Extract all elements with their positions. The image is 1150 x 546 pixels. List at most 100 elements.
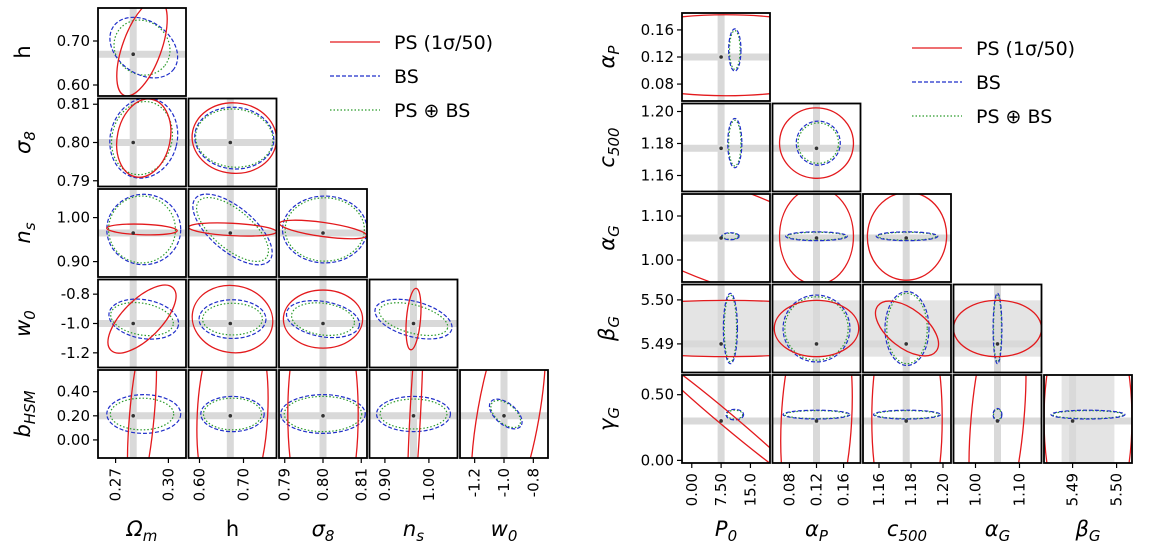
y-tick-label: 1.20 — [641, 103, 674, 121]
panel-frame — [681, 283, 771, 374]
y-axis-label-bHSM: bHSM — [11, 390, 39, 437]
fiducial-point — [502, 414, 506, 418]
panel-left-h-vs-Ωm: 0.60 0.70 — [57, 7, 187, 97]
panel-frame — [97, 369, 187, 459]
panel-content — [682, 103, 770, 192]
contour-ps-bs — [195, 196, 270, 263]
x-tick-label: 0.16 — [835, 473, 853, 506]
contour-bs — [109, 98, 179, 179]
fiducial-point — [321, 321, 325, 326]
panel-frame — [681, 374, 771, 464]
y-axis-label-αP: αP — [595, 45, 623, 69]
contour-ps-bs — [109, 397, 175, 431]
panel-left-σ8-vs-Ωm: 0.79 0.80 0.81 — [57, 95, 187, 190]
panel-content — [863, 375, 951, 463]
legend: PS (1σ/50) BS PS ⊕ BS — [330, 32, 493, 122]
contour-ps — [106, 223, 178, 236]
panel-left-ns-vs-h — [187, 188, 278, 278]
contour-bs — [374, 298, 453, 340]
panel-content — [953, 284, 1042, 373]
panel-frame — [278, 188, 368, 278]
legend-label: PS ⊕ BS — [394, 100, 470, 122]
panel-frame — [952, 283, 1043, 374]
contour-ps — [968, 375, 1027, 463]
x-axis-label-P0: P0 — [715, 517, 737, 545]
contour-ps-bs — [886, 292, 928, 365]
panel-right-γG-vs-c500: 1.16 1.18 1.20 — [862, 374, 952, 506]
contour-ps-bs — [290, 302, 356, 336]
panel-right-c500-vs-αP — [771, 102, 862, 193]
x-tick-label: 0.90 — [376, 468, 394, 501]
contour-bs — [884, 290, 930, 367]
x-tick-label: 1.00 — [420, 468, 438, 501]
x-tick-label: 0.12 — [808, 473, 826, 506]
contour-ps — [780, 375, 853, 463]
contour-bs — [875, 231, 939, 242]
x-tick-label: 0.08 — [780, 473, 798, 506]
y-axis-label-ns: ns — [11, 222, 39, 243]
contour-ps — [682, 14, 770, 97]
contour-ps — [196, 370, 269, 458]
panel-content — [682, 284, 770, 373]
fiducial-point — [131, 231, 135, 235]
panel-left-w0-vs-σ8 — [278, 278, 368, 369]
contour-ps — [470, 370, 547, 458]
contour-ps-bs — [490, 399, 522, 429]
panel-content — [98, 279, 186, 368]
contour-ps-bs — [107, 195, 177, 264]
panel-frame — [771, 193, 862, 283]
panel-left-w0-vs-h — [187, 278, 278, 369]
panel-frame — [952, 374, 1043, 464]
panel-left-ns-vs-Ωm: 0.90 1.00 — [57, 188, 187, 278]
contour-bs — [488, 398, 523, 430]
x-tick-label: 0.30 — [159, 468, 177, 501]
y-tick-label: 0.60 — [57, 76, 90, 94]
contour-ps — [682, 375, 770, 463]
panel-right-αG-vs-c500 — [862, 193, 952, 283]
contour-ps — [953, 299, 1042, 358]
contour-bs — [106, 193, 182, 266]
panel-left-ns-vs-σ8 — [278, 188, 368, 278]
y-axis-label-βG: βG — [595, 316, 623, 342]
panel-content — [369, 279, 458, 368]
fiducial-point — [995, 419, 1000, 423]
contour-ps-bs — [877, 231, 937, 241]
contour-ps-bs — [283, 395, 363, 433]
panel-right-γG-vs-P0: 0.00 0.50 0.00 7.50 15.0 — [641, 374, 771, 506]
panel-left-w0-vs-Ωm: -1.2 -1.0 -0.8 — [61, 278, 187, 369]
panel-right-γG-vs-βG: 5.49 5.50 — [1043, 374, 1133, 506]
contour-ps — [191, 284, 274, 354]
panel-content — [369, 370, 458, 458]
panel-right-αG-vs-P0: 1.00 1.10 — [641, 193, 771, 283]
contour-ps-bs — [110, 100, 174, 176]
panel-frame — [862, 283, 952, 374]
fiducial-point — [719, 342, 723, 346]
panel-content — [188, 98, 277, 187]
x-axis-label-h: h — [226, 517, 239, 541]
panel-right-βG-vs-c500 — [862, 283, 952, 374]
y-axis-label-γG: γG — [595, 407, 623, 431]
x-tick-label: 5.49 — [1064, 473, 1082, 506]
panel-right-αP-vs-P0: 0.08 0.12 0.16 — [641, 12, 771, 102]
panel-frame — [681, 193, 771, 283]
y-tick-label: 0.90 — [57, 253, 90, 271]
fiducial-point — [904, 236, 908, 240]
fiducial-point — [321, 231, 325, 235]
contour-ps — [778, 107, 855, 179]
fiducial-point — [228, 140, 233, 145]
panel-content — [772, 375, 861, 463]
x-tick-label: 0.81 — [352, 468, 370, 501]
fiducial-point — [228, 321, 233, 326]
panel-frame — [368, 369, 459, 459]
y-tick-label: 0.70 — [57, 32, 90, 50]
y-tick-label: 0.81 — [57, 95, 90, 113]
panel-content — [772, 103, 861, 192]
panel-content — [279, 189, 367, 277]
contour-bs — [782, 409, 851, 420]
x-tick-label: 15.0 — [741, 473, 759, 506]
panel-frame — [187, 369, 278, 459]
contour-bs — [280, 394, 366, 434]
fiducial-point — [131, 321, 135, 326]
panel-content — [279, 370, 367, 458]
contour-ps — [406, 370, 424, 458]
